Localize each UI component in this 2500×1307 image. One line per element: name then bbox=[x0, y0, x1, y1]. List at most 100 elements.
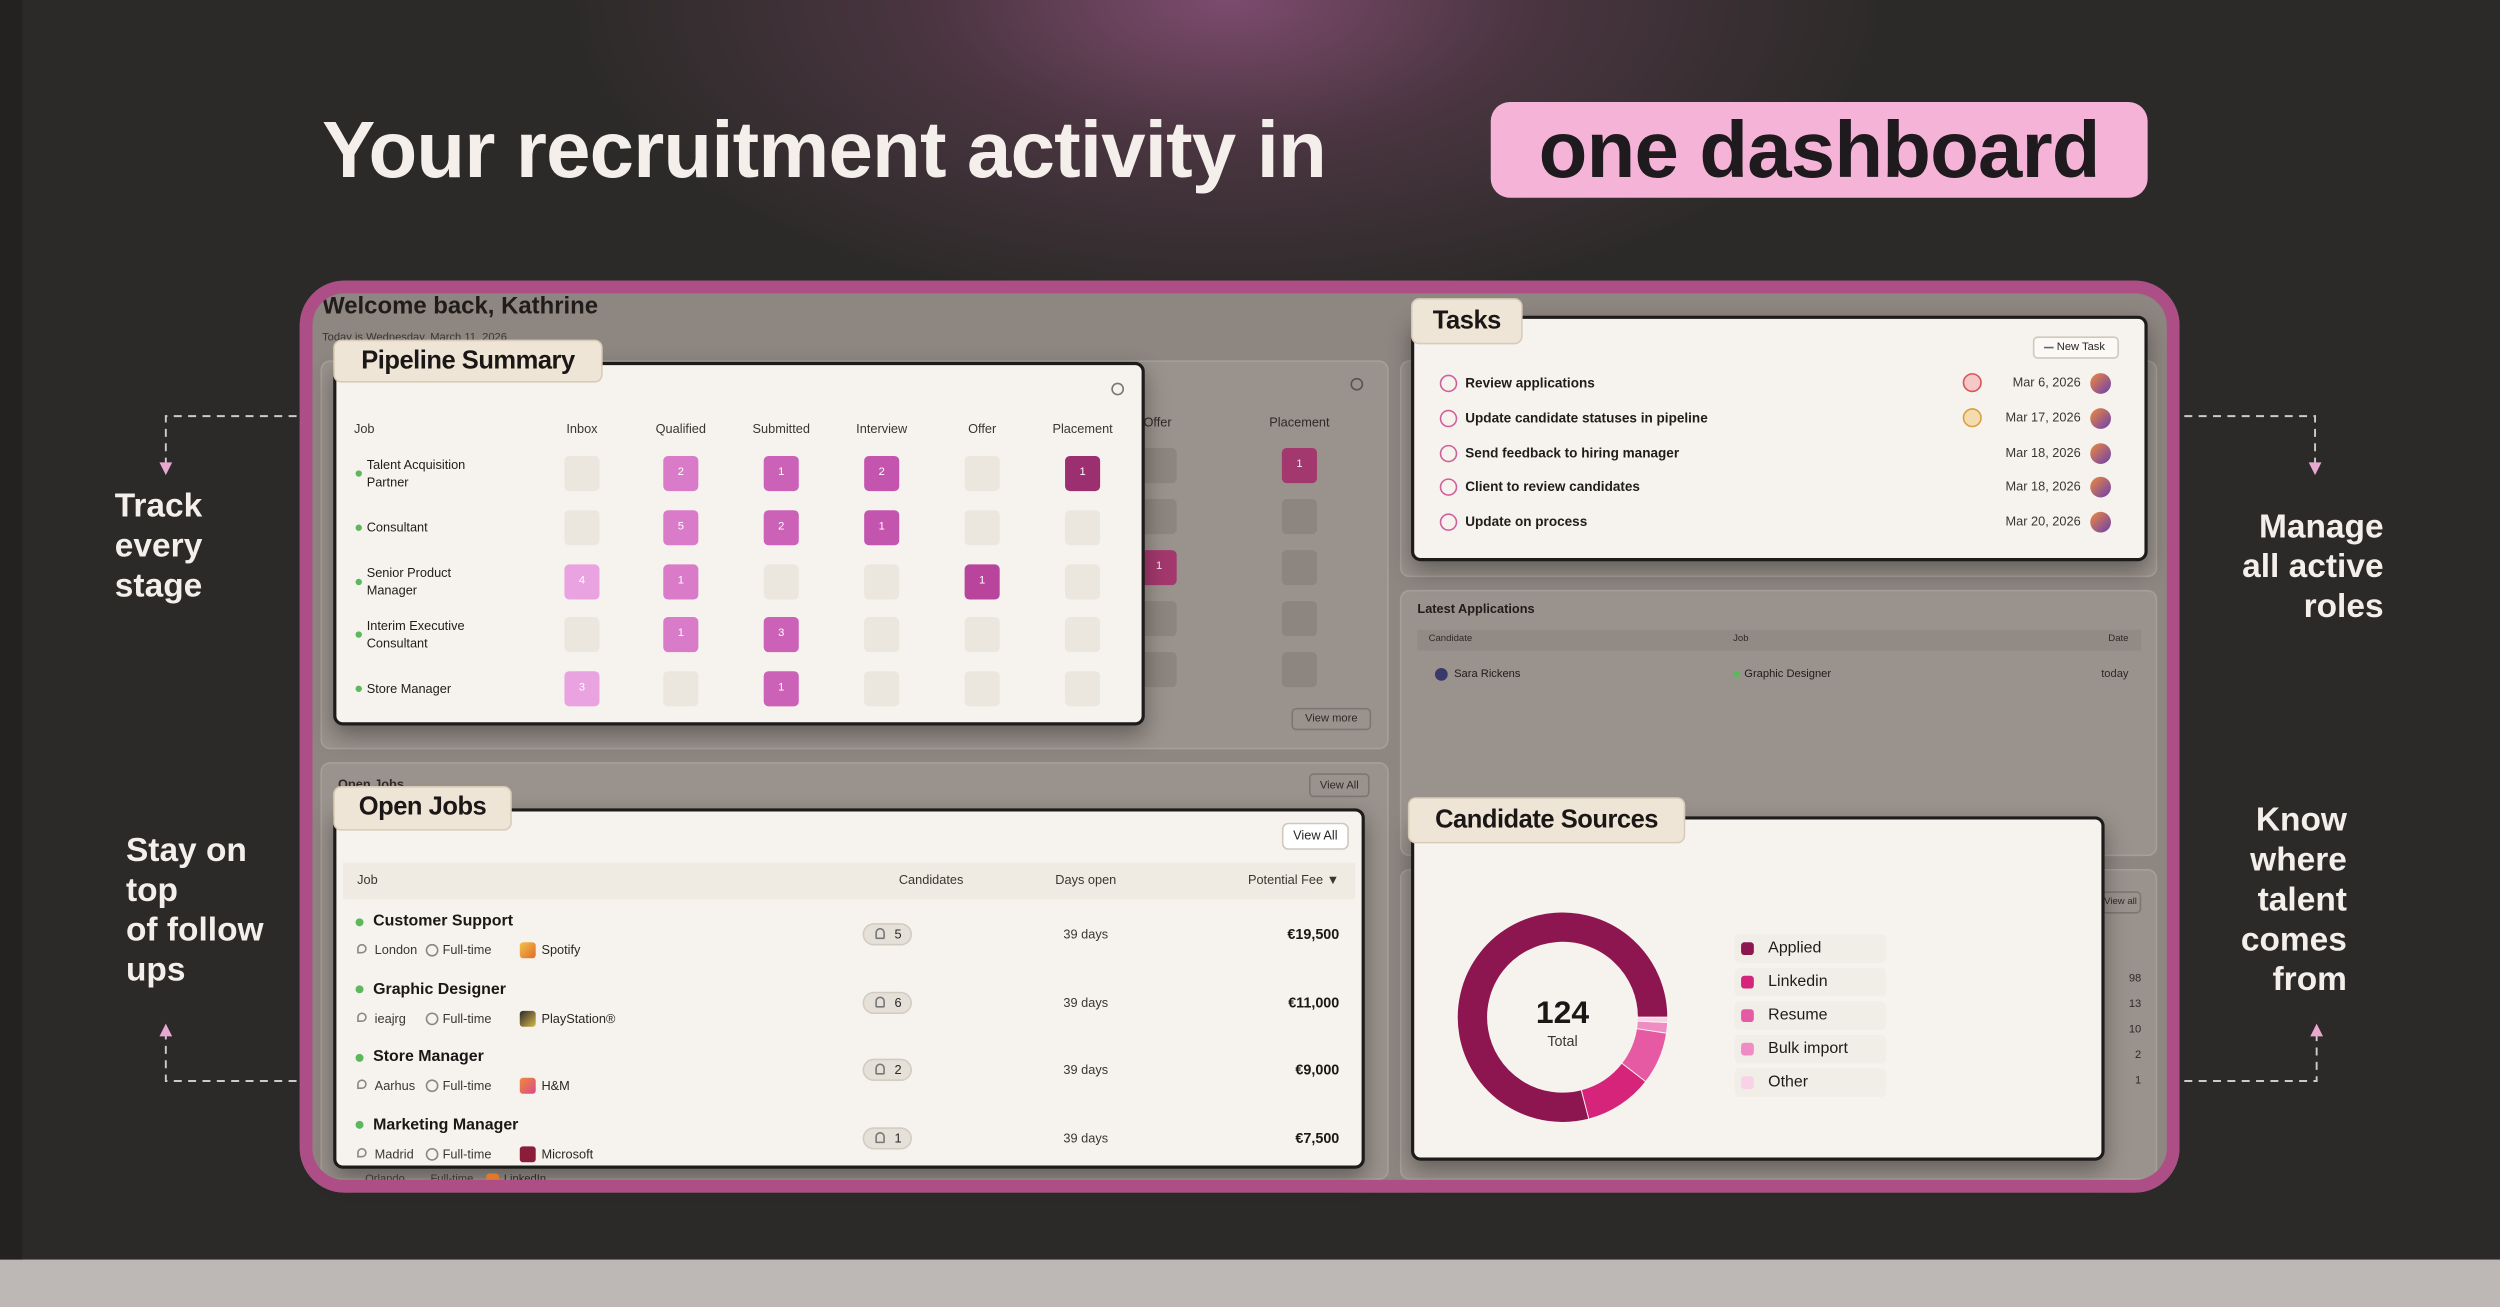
status-dot bbox=[355, 685, 362, 693]
pipeline-cell bbox=[663, 671, 699, 707]
side-note: ups bbox=[125, 951, 186, 989]
status-dot bbox=[355, 470, 362, 477]
settings-icon bbox=[1111, 382, 1125, 396]
legend-row bbox=[1734, 1068, 1887, 1097]
days-open: 39 days bbox=[1063, 1062, 1109, 1078]
task-label: Client to review candidates bbox=[1465, 478, 1640, 495]
donut-total-label: Total bbox=[1547, 1033, 1578, 1050]
bg-view-all: View All bbox=[1319, 780, 1359, 792]
job-title: Customer Support bbox=[373, 912, 514, 931]
column-header: Offer bbox=[968, 421, 997, 437]
card-tab bbox=[1411, 298, 1523, 345]
bg-pipeline-cell bbox=[1141, 652, 1177, 688]
legend-swatch bbox=[1741, 1042, 1754, 1056]
job-name: Senior Product Manager bbox=[366, 565, 452, 598]
avatar bbox=[1434, 668, 1448, 681]
avatar bbox=[2090, 442, 2111, 464]
headline: Your recruitment activity in bbox=[322, 105, 1327, 195]
pipeline-cell: 1 bbox=[864, 509, 900, 545]
pipeline-cell bbox=[964, 455, 1000, 492]
job-type: Full-time bbox=[442, 1010, 492, 1026]
arrowhead bbox=[159, 462, 173, 476]
bg-source-count: 13 bbox=[2128, 998, 2142, 1011]
pipeline-cell bbox=[564, 455, 600, 492]
column-header: Qualified bbox=[655, 421, 706, 437]
column-header: Placement bbox=[1052, 421, 1113, 437]
bg-button bbox=[1308, 773, 1370, 798]
company-logo bbox=[519, 942, 536, 959]
job-name: Graphic Designer bbox=[1744, 668, 1832, 681]
candidates-pill bbox=[862, 923, 912, 946]
clock-icon bbox=[425, 943, 438, 957]
job-name: Interim Executive Consultant bbox=[366, 619, 465, 652]
side-note: comes bbox=[2240, 921, 2347, 959]
bg-column-label: Placement bbox=[1269, 415, 1330, 430]
pipeline-cell: 1 bbox=[663, 617, 699, 653]
task-date: Mar 18, 2026 bbox=[2005, 444, 2081, 460]
card bbox=[1411, 315, 2148, 562]
candidates-count: 1 bbox=[894, 1130, 902, 1145]
dashboard-frame bbox=[299, 280, 2180, 1193]
column-header: Candidate bbox=[1428, 634, 1473, 645]
company: PlayStation® bbox=[541, 1010, 616, 1026]
card-title: Tasks bbox=[1432, 306, 1502, 335]
card-title: Pipeline Summary bbox=[361, 346, 575, 374]
arrowhead bbox=[159, 1023, 173, 1037]
pipeline-cell bbox=[864, 617, 900, 653]
location-icon bbox=[357, 943, 367, 954]
column-header: Interview bbox=[856, 421, 908, 437]
clock-icon bbox=[425, 1079, 438, 1093]
donut-total: 124 bbox=[1535, 995, 1590, 1031]
company: H&M bbox=[541, 1078, 570, 1093]
potential-fee: €7,500 bbox=[1295, 1129, 1340, 1146]
welcome: Welcome back, Kathrine bbox=[322, 292, 599, 320]
side-note: top bbox=[125, 872, 179, 909]
column-header: Job bbox=[353, 421, 375, 437]
card-title: Open Jobs bbox=[358, 794, 487, 822]
avatar bbox=[2090, 477, 2111, 499]
bg-pipeline-cell bbox=[1281, 652, 1317, 688]
section-title: Latest Applications bbox=[1417, 601, 1535, 617]
pipeline-cell: 2 bbox=[663, 455, 699, 492]
job-location: Aarhus bbox=[374, 1078, 416, 1093]
job-title: Marketing Manager bbox=[373, 1116, 519, 1134]
view-more: View more bbox=[1305, 713, 1358, 725]
card bbox=[333, 361, 1145, 726]
potential-fee: €9,000 bbox=[1295, 1061, 1340, 1078]
company-logo bbox=[519, 1077, 536, 1094]
legend-row bbox=[1734, 1001, 1887, 1030]
candidates-count: 6 bbox=[894, 994, 902, 1010]
bg-pipeline-cell bbox=[1281, 601, 1317, 637]
bg-source-count: 1 bbox=[2135, 1075, 2142, 1087]
job-location: ieajrg bbox=[374, 1010, 406, 1026]
headline-highlight: one dashboard bbox=[1538, 105, 2101, 195]
column-header: Job bbox=[357, 872, 378, 888]
pipeline-cell: 4 bbox=[564, 563, 600, 599]
job-name: Consultant bbox=[366, 520, 428, 535]
side-note: all active bbox=[2242, 548, 2384, 586]
clock-icon bbox=[425, 1011, 438, 1025]
alert-icon bbox=[1962, 407, 1982, 427]
pipeline-cell: 2 bbox=[864, 455, 900, 492]
pipeline-cell: 1 bbox=[763, 455, 799, 492]
pipeline-cell bbox=[564, 509, 600, 545]
side-note: Manage bbox=[2258, 508, 2384, 546]
pipeline-cell: 3 bbox=[564, 671, 600, 707]
side-note: Know bbox=[2255, 801, 2347, 839]
legend-swatch bbox=[1741, 1076, 1754, 1089]
legend-row bbox=[1734, 1034, 1887, 1064]
job-type: Full-time bbox=[442, 943, 492, 958]
pipeline-cell bbox=[1065, 509, 1101, 545]
bg-source-count: 2 bbox=[2135, 1049, 2142, 1062]
column-header: Days open bbox=[1055, 872, 1117, 888]
side-note: every bbox=[114, 527, 203, 565]
pipeline-cell: 1 bbox=[663, 563, 699, 599]
pipeline-cell bbox=[1065, 617, 1101, 653]
side-note: where bbox=[2250, 841, 2347, 879]
bg-pipeline-cell bbox=[1141, 601, 1177, 637]
legend-swatch bbox=[1741, 975, 1754, 989]
task-date: Mar 20, 2026 bbox=[2005, 514, 2081, 529]
